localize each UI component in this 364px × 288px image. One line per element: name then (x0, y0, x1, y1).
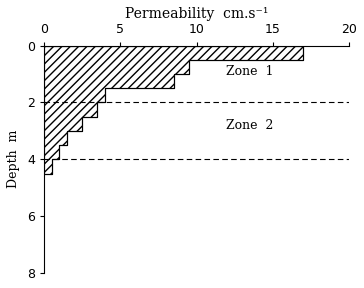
X-axis label: Permeability  cm.s⁻¹: Permeability cm.s⁻¹ (125, 7, 268, 21)
Y-axis label: Depth  m: Depth m (7, 130, 20, 188)
Polygon shape (44, 46, 303, 173)
Text: Zone  1: Zone 1 (226, 65, 274, 78)
Text: Zone  2: Zone 2 (226, 119, 274, 132)
